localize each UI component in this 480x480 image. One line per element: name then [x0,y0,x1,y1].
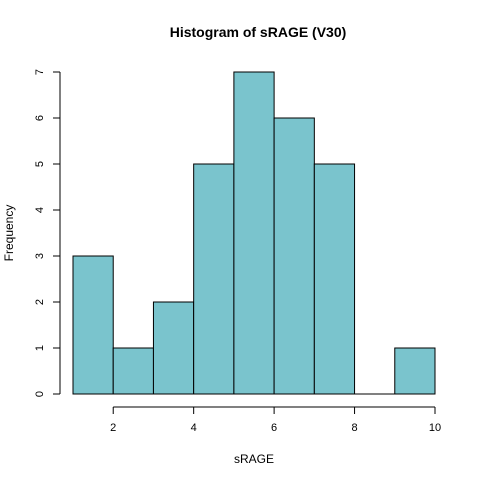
x-tick-label: 4 [191,422,197,434]
x-axis: 2 4 6 8 10 [110,406,441,434]
y-axis: 0 1 2 3 4 5 6 7 [34,69,61,397]
histogram-bar [273,117,315,395]
y-tick-label: 4 [34,207,46,213]
y-tick-label: 3 [34,253,46,259]
histogram-bar [193,163,235,395]
histogram-bar [112,347,154,395]
x-tick-label: 6 [271,422,277,434]
bars-group [72,71,436,395]
x-tick-label: 10 [429,422,441,434]
y-tick-label: 7 [34,69,46,75]
x-tick-label: 2 [110,422,116,434]
y-tick-label: 5 [34,161,46,167]
y-tick-label: 1 [34,345,46,351]
histogram-bar [394,347,436,395]
histogram-bar [313,163,356,395]
y-axis-label: Frequency [2,205,16,262]
histogram-bar [233,71,275,395]
y-tick-label: 2 [34,299,46,305]
histogram-bar [72,255,114,395]
chart-title: Histogram of sRAGE (V30) [170,24,347,40]
y-tick-label: 0 [34,391,46,397]
x-tick-label: 8 [351,422,357,434]
y-tick-label: 6 [34,115,46,121]
x-axis-label: sRAGE [234,452,274,466]
histogram-bar [152,301,195,395]
